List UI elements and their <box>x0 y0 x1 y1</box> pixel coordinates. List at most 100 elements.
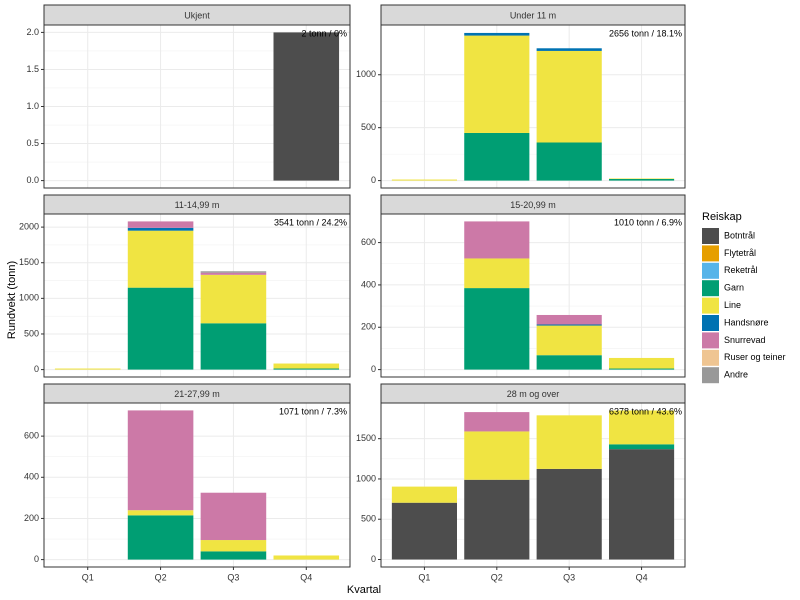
annotation: 1071 tonn / 7.3% <box>279 406 347 416</box>
legend-key <box>702 297 719 314</box>
bar-segment <box>273 555 340 560</box>
strip-title: Ukjent <box>184 10 210 20</box>
legend-label: Botntrål <box>724 230 755 240</box>
legend-key <box>702 315 719 331</box>
y-tick-label: 2000 <box>19 221 39 231</box>
y-tick-label: 400 <box>24 472 39 482</box>
bar-segment <box>536 50 602 143</box>
legend-label: Garn <box>724 283 744 293</box>
bar-segment <box>609 410 675 445</box>
bar-segment <box>609 444 675 450</box>
y-tick-label: 0 <box>371 175 376 185</box>
x-tick-label: Q2 <box>491 572 503 582</box>
strip <box>380 194 686 215</box>
y-tick-label: 0 <box>371 364 376 374</box>
annotation: 6378 tonn / 43.6% <box>609 406 682 416</box>
panel-background <box>44 403 350 567</box>
bar-segment <box>536 324 602 326</box>
strip-title: 11-14,99 m <box>175 200 220 210</box>
x-tick-label: Q3 <box>227 572 239 582</box>
legend-label: Handsnøre <box>724 317 769 327</box>
bar-segment <box>609 368 675 370</box>
bar-segment <box>127 410 194 511</box>
bar-segment <box>536 468 602 560</box>
annotation: 1010 tonn / 6.9% <box>614 217 682 227</box>
bar-segment <box>536 48 602 51</box>
x-tick-label: Q1 <box>418 572 430 582</box>
bar-segment <box>273 363 340 369</box>
annotation: 2656 tonn / 18.1% <box>609 28 682 38</box>
y-tick-label: 600 <box>361 237 376 247</box>
bar-segment <box>200 271 267 273</box>
x-tick-label: Q1 <box>82 572 94 582</box>
bar-segment <box>464 221 530 259</box>
strip <box>380 383 686 404</box>
bar-segment <box>200 551 267 560</box>
bar-segment <box>464 412 530 432</box>
y-tick-label: 0 <box>34 554 39 564</box>
bar-segment <box>127 221 194 228</box>
legend-label: Flytetrål <box>724 248 756 258</box>
legend-key <box>702 245 719 262</box>
strip <box>43 383 351 404</box>
bar-segment <box>609 178 675 180</box>
panel-background <box>44 214 350 377</box>
bar-segment <box>200 274 267 324</box>
bar-segment <box>609 179 675 181</box>
legend-key <box>702 228 719 244</box>
strip <box>380 4 686 26</box>
legend-label: Ruser og teiner <box>724 352 786 362</box>
strip <box>43 4 351 26</box>
bar-segment <box>391 179 457 181</box>
strip-title: 21-27,99 m <box>174 389 220 399</box>
y-tick-label: 0 <box>34 364 39 374</box>
bar-segment <box>127 510 194 516</box>
bar-segment <box>464 132 530 181</box>
bar-segment <box>127 287 194 370</box>
bar-segment <box>273 32 340 181</box>
bar-segment <box>464 288 530 370</box>
y-tick-label: 1500 <box>356 433 376 443</box>
strip-title: 28 m og over <box>507 389 560 399</box>
panel-background <box>381 25 685 188</box>
legend-title: Reiskap <box>702 211 742 223</box>
y-tick-label: 1500 <box>19 257 39 267</box>
y-tick-label: 1000 <box>19 293 39 303</box>
y-tick-label: 1000 <box>356 473 376 483</box>
bar-segment <box>536 314 602 325</box>
legend-key <box>702 280 719 297</box>
x-tick-label: Q4 <box>636 572 648 582</box>
y-axis-title: Rundvekt (tonn) <box>6 261 18 339</box>
bar-segment <box>464 35 530 133</box>
bar-segment <box>127 515 194 560</box>
bar-segment <box>127 227 194 231</box>
bar-segment <box>200 492 267 541</box>
bar-segment <box>464 431 530 480</box>
bar-segment <box>536 325 602 356</box>
y-tick-label: 2.0 <box>26 27 39 37</box>
y-tick-label: 1000 <box>356 69 376 79</box>
strip <box>43 194 351 215</box>
annotation: 3541 tonn / 24.2% <box>274 217 347 227</box>
bar-segment <box>536 355 602 370</box>
bar-segment <box>464 258 530 289</box>
panel-background <box>381 214 685 377</box>
legend-key <box>702 349 719 366</box>
x-tick-label: Q2 <box>155 572 167 582</box>
bar-segment <box>127 230 194 288</box>
y-tick-label: 400 <box>361 279 376 289</box>
x-tick-label: Q3 <box>563 572 575 582</box>
bar-segment <box>391 502 457 560</box>
bar-segment <box>200 540 267 552</box>
strip-title: 15-20,99 m <box>510 200 556 210</box>
bar-segment <box>464 32 530 36</box>
y-tick-label: 500 <box>361 122 376 132</box>
annotation: 2 tonn / 0% <box>301 28 347 38</box>
legend-key <box>702 262 719 279</box>
bar-segment <box>464 479 530 560</box>
bar-segment <box>273 368 340 370</box>
y-tick-label: 500 <box>361 514 376 524</box>
bar-segment <box>200 272 267 275</box>
y-tick-label: 0 <box>371 554 376 564</box>
